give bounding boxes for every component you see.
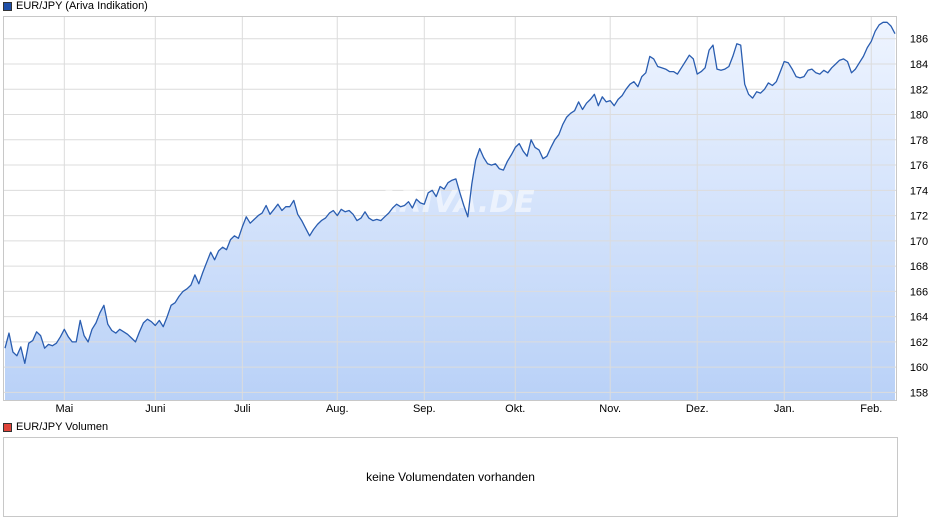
x-tick-label: Mai xyxy=(55,403,73,415)
y-tick-label: 168 xyxy=(910,261,928,273)
y-tick-label: 162 xyxy=(910,337,928,349)
volume-panel: keine Volumendaten vorhanden xyxy=(3,437,898,517)
price-series-line xyxy=(4,21,896,365)
y-tick-label: 166 xyxy=(910,286,928,298)
volume-legend-swatch xyxy=(3,422,12,432)
x-tick-label: Jan. xyxy=(774,403,795,415)
watermark-logo: ARIVA.DE xyxy=(373,185,535,220)
y-tick-label: 172 xyxy=(910,211,928,223)
y-tick-label: 164 xyxy=(910,312,928,324)
x-tick-label: Feb. xyxy=(860,403,882,415)
y-tick-label: 176 xyxy=(910,160,928,172)
x-tick-label: Aug. xyxy=(326,403,349,415)
y-tick-label: 184 xyxy=(910,59,928,71)
price-legend-swatch xyxy=(3,1,12,11)
y-tick-label: 174 xyxy=(910,185,928,197)
y-tick-label: 186 xyxy=(910,34,928,46)
volume-legend-label: EUR/JPY Volumen xyxy=(16,421,109,433)
price-legend-label: EUR/JPY (Ariva Indikation) xyxy=(16,0,148,12)
x-tick-label: Okt. xyxy=(505,403,525,415)
price-chart: 158 160 162 164 166 168 170 172 174 176 178 180 182 1… xyxy=(3,16,928,415)
y-tick-label: 182 xyxy=(910,84,928,96)
y-tick-label: 178 xyxy=(910,135,928,147)
volume-legend: EUR/JPY Volumen xyxy=(3,421,108,433)
plot-frame xyxy=(3,16,897,401)
y-tick-label: 158 xyxy=(910,387,928,399)
price-area-fill xyxy=(5,22,895,401)
y-tick-label: 170 xyxy=(910,236,928,248)
x-tick-label: Juni xyxy=(145,403,165,415)
price-legend: EUR/JPY (Ariva Indikation) xyxy=(3,0,148,12)
x-tick-label: Dez. xyxy=(686,403,709,415)
y-tick-label: 160 xyxy=(910,362,928,374)
x-tick-label: Nov. xyxy=(599,403,621,415)
volume-empty-message: keine Volumendaten vorhanden xyxy=(366,470,535,484)
x-tick-label: Sep. xyxy=(413,403,436,415)
x-tick-label: Juli xyxy=(234,403,251,415)
y-tick-label: 180 xyxy=(910,110,928,122)
